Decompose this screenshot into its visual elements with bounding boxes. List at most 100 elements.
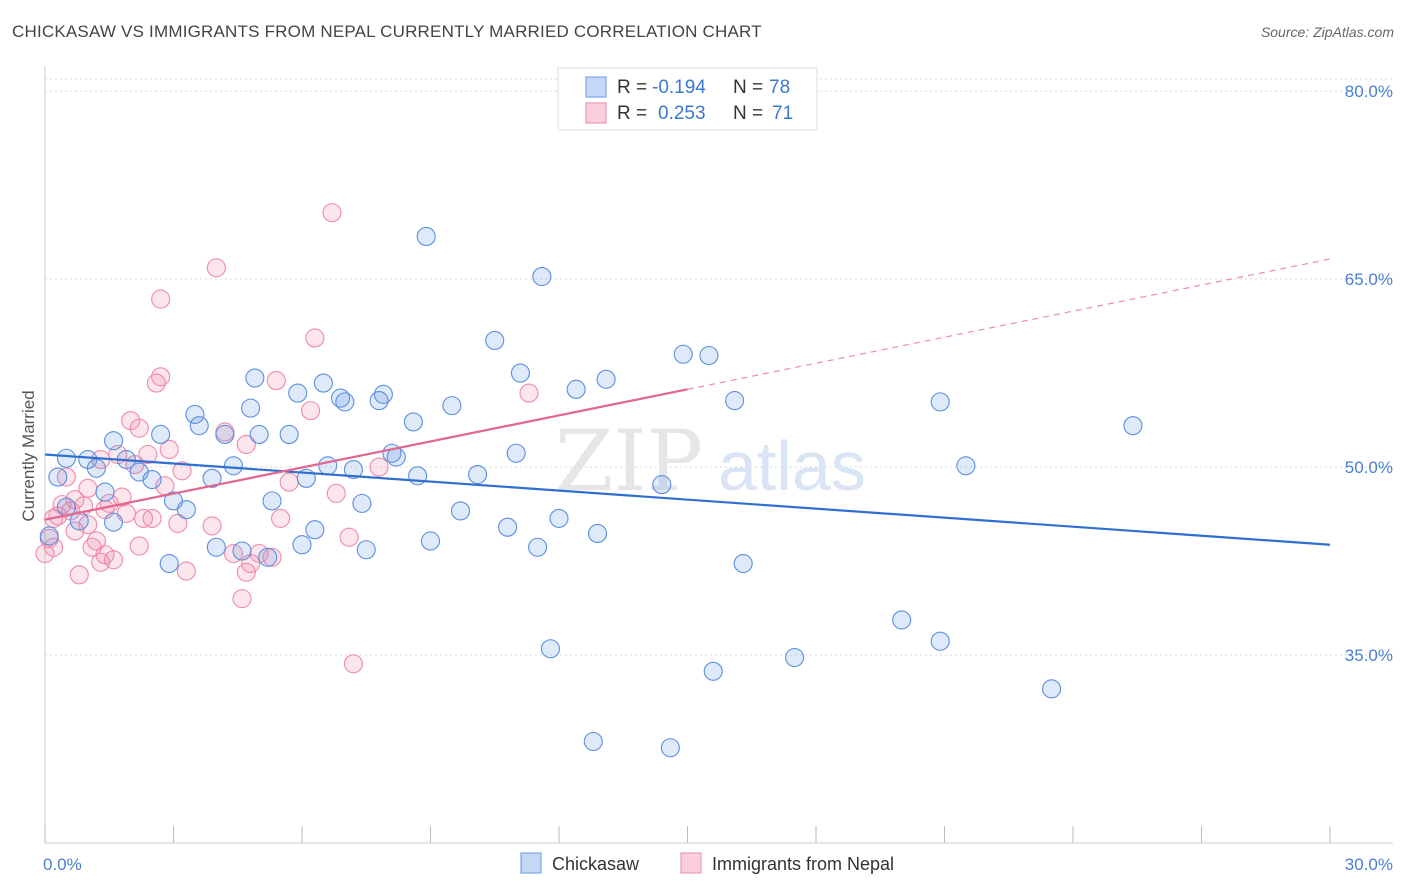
nepal-point <box>112 487 132 507</box>
nepal-point <box>151 289 171 309</box>
nepal-point <box>44 537 64 557</box>
chickasaw-point <box>498 517 518 537</box>
chickasaw-point <box>318 456 338 476</box>
chickasaw-point <box>540 639 560 659</box>
legend-r-value-1: -0.194 <box>652 77 706 98</box>
chickasaw-point <box>450 501 471 521</box>
nepal-point <box>322 203 342 223</box>
chickasaw-point <box>258 547 278 567</box>
chickasaw-point <box>232 541 252 561</box>
chickasaw-point <box>305 520 325 540</box>
legend-bottom: Chickasaw Immigrants from Nepal <box>520 852 894 874</box>
chickasaw-point <box>510 363 531 383</box>
nepal-point <box>262 547 282 567</box>
chickasaw-point <box>468 465 488 485</box>
chickasaw-point <box>506 443 526 463</box>
legend-bottom-nepal: Immigrants from Nepal <box>712 854 894 874</box>
chickasaw-point <box>930 392 950 412</box>
chickasaw-point <box>373 384 393 404</box>
chickasaw-point <box>549 508 569 528</box>
chickasaw-point <box>206 537 226 557</box>
chickasaw-point <box>892 610 912 630</box>
chickasaw-point <box>733 553 753 574</box>
chickasaw-point <box>528 537 548 557</box>
trend-lines <box>44 258 1331 546</box>
nepal-point <box>86 531 106 551</box>
chickasaw-point <box>241 398 261 418</box>
y-tick-label: 65.0% <box>1345 270 1393 289</box>
chickasaw-point <box>485 330 505 351</box>
nepal-trend-extension <box>687 258 1331 390</box>
chickasaw-point <box>352 493 372 513</box>
chickasaw-points <box>39 226 1143 758</box>
nepal-point <box>176 561 196 581</box>
chickasaw-point <box>103 512 124 532</box>
chickasaw-point <box>279 424 299 444</box>
chart-title: CHICKASAW VS IMMIGRANTS FROM NEPAL CURRE… <box>12 22 762 41</box>
legend-r-label-1: R = <box>617 77 647 98</box>
chickasaw-point <box>1123 416 1143 436</box>
chickasaw-point <box>583 731 603 752</box>
chickasaw-point <box>532 266 552 287</box>
source-label: Source: ZipAtlas.com <box>1260 24 1394 40</box>
chickasaw-trend-line <box>44 453 1331 546</box>
x-tick-label: 0.0% <box>43 855 82 874</box>
chickasaw-point <box>313 373 333 393</box>
chickasaw-point <box>1042 679 1062 699</box>
legend-bottom-swatch-chickasaw <box>520 852 542 874</box>
chickasaw-point <box>95 482 115 502</box>
chickasaw-point <box>159 553 179 574</box>
nepal-point <box>301 401 321 421</box>
chickasaw-point <box>335 392 355 412</box>
nepal-point <box>129 418 149 438</box>
legend-swatch-nepal <box>585 102 607 124</box>
chickasaw-point <box>176 500 196 520</box>
chickasaw-point <box>660 738 680 758</box>
chickasaw-point <box>566 379 586 399</box>
nepal-point <box>142 508 162 528</box>
chickasaw-point <box>245 368 265 388</box>
chickasaw-point <box>725 391 745 411</box>
chickasaw-point <box>288 383 308 403</box>
tick-labels: 35.0% 50.0% 65.0% 80.0% 0.0% 30.0% <box>43 82 1393 874</box>
nepal-point <box>69 565 89 585</box>
x-tick-label: 30.0% <box>1345 855 1393 874</box>
nepal-point <box>271 508 291 528</box>
nepal-point <box>326 483 346 503</box>
nepal-point <box>202 516 222 536</box>
chickasaw-point <box>262 491 282 511</box>
chickasaw-point <box>343 459 363 480</box>
chickasaw-point <box>403 412 423 432</box>
legend-n-value-2: 71 <box>772 103 793 124</box>
legend-bottom-chickasaw: Chickasaw <box>552 854 640 874</box>
chickasaw-point <box>223 456 244 476</box>
nepal-point <box>103 550 124 570</box>
chickasaw-point <box>151 424 171 444</box>
legend-swatch-chickasaw <box>585 76 607 98</box>
legend-n-label-1: N = <box>733 77 763 98</box>
chickasaw-point <box>703 661 723 681</box>
legend-n-value-1: 78 <box>769 77 790 98</box>
nepal-point <box>266 371 286 391</box>
y-tick-label: 50.0% <box>1345 458 1393 477</box>
chickasaw-point <box>442 396 462 416</box>
nepal-point <box>159 439 179 460</box>
nepal-point <box>279 472 299 492</box>
watermark-atlas: atlas <box>718 427 866 505</box>
chickasaw-point <box>249 424 269 444</box>
chickasaw-point <box>652 475 672 495</box>
chickasaw-point <box>86 458 106 478</box>
nepal-point <box>78 478 98 498</box>
chickasaw-point <box>185 404 205 424</box>
chickasaw-point <box>292 535 312 555</box>
nepal-point <box>236 562 256 582</box>
chickasaw-point <box>785 647 805 668</box>
legend-r-label-2: R = <box>617 103 647 124</box>
chickasaw-point <box>587 523 608 544</box>
chickasaw-point <box>56 448 76 468</box>
legend-n-label-2: N = <box>733 103 763 124</box>
chickasaw-point <box>48 467 68 487</box>
legend-r-value-2: 0.253 <box>658 103 706 124</box>
chickasaw-point <box>420 531 441 551</box>
